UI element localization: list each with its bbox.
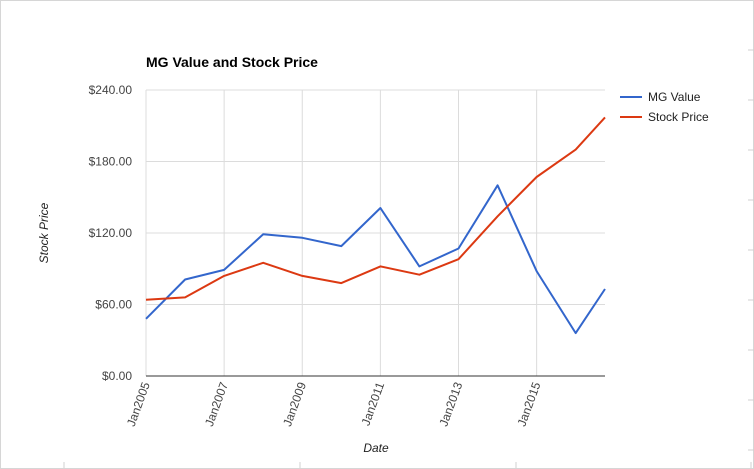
x-tick-label: Jan2009 (280, 380, 309, 428)
legend-label: Stock Price (648, 110, 709, 124)
frame-tick-marks (63, 49, 754, 468)
chart-legend: MG Value Stock Price (620, 90, 709, 124)
y-tick-label: $240.00 (89, 83, 133, 97)
y-tick-label: $0.00 (102, 369, 132, 383)
x-tick-label: Jan2015 (515, 380, 544, 428)
chart-series (145, 116, 606, 335)
legend-label: MG Value (648, 90, 701, 104)
x-tick-label: Jan2005 (124, 380, 153, 428)
y-tick-label: $60.00 (95, 298, 132, 312)
x-tick-label: Jan2007 (202, 380, 231, 428)
x-axis-ticks: Jan2005 Jan2007 Jan2009 Jan2011 Jan2013 Jan20… (124, 380, 544, 428)
y-tick-label: $120.00 (89, 226, 133, 240)
y-tick-label: $180.00 (89, 155, 133, 169)
series-line-stock-price (145, 116, 606, 301)
y-axis-title: Stock Price (37, 202, 51, 263)
x-axis-title: Date (363, 441, 389, 455)
series-line-mg-value (145, 184, 606, 335)
x-tick-label: Jan2011 (359, 380, 388, 428)
chart-title: MG Value and Stock Price (146, 54, 318, 70)
y-axis-ticks: $0.00 $60.00 $120.00 $180.00 $240.00 (89, 83, 133, 383)
chart-gridlines (145, 89, 605, 376)
x-tick-label: Jan2013 (436, 380, 465, 428)
